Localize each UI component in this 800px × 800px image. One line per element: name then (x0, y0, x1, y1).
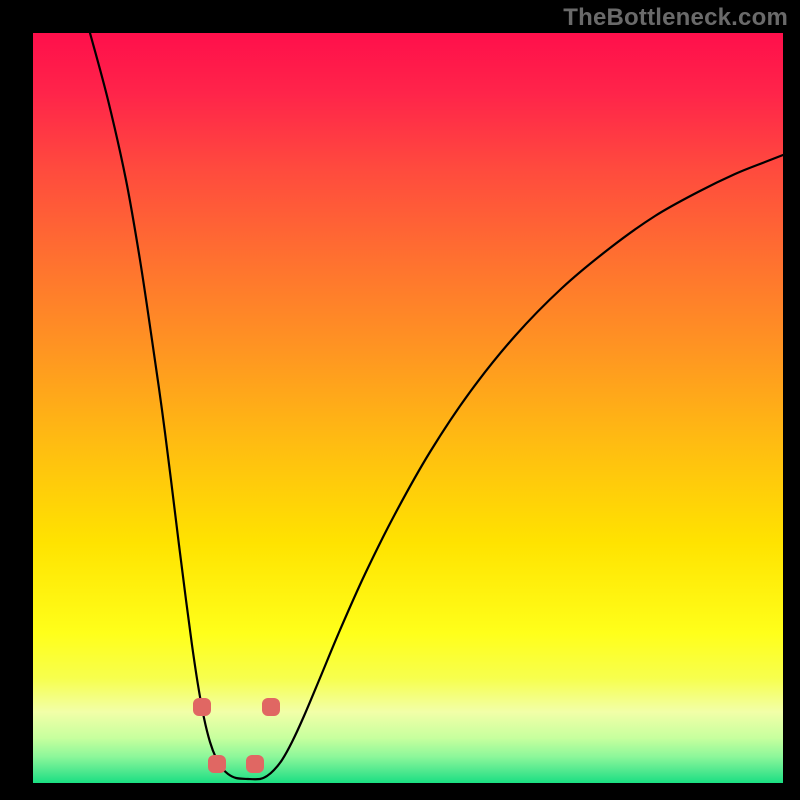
chart-stage: TheBottleneck.com (0, 0, 800, 800)
bottleneck-chart (0, 0, 800, 800)
marker-point (262, 698, 280, 716)
marker-point (193, 698, 211, 716)
watermark-text: TheBottleneck.com (563, 4, 788, 32)
marker-point (208, 755, 226, 773)
gradient-plot-area (33, 33, 783, 783)
marker-point (246, 755, 264, 773)
